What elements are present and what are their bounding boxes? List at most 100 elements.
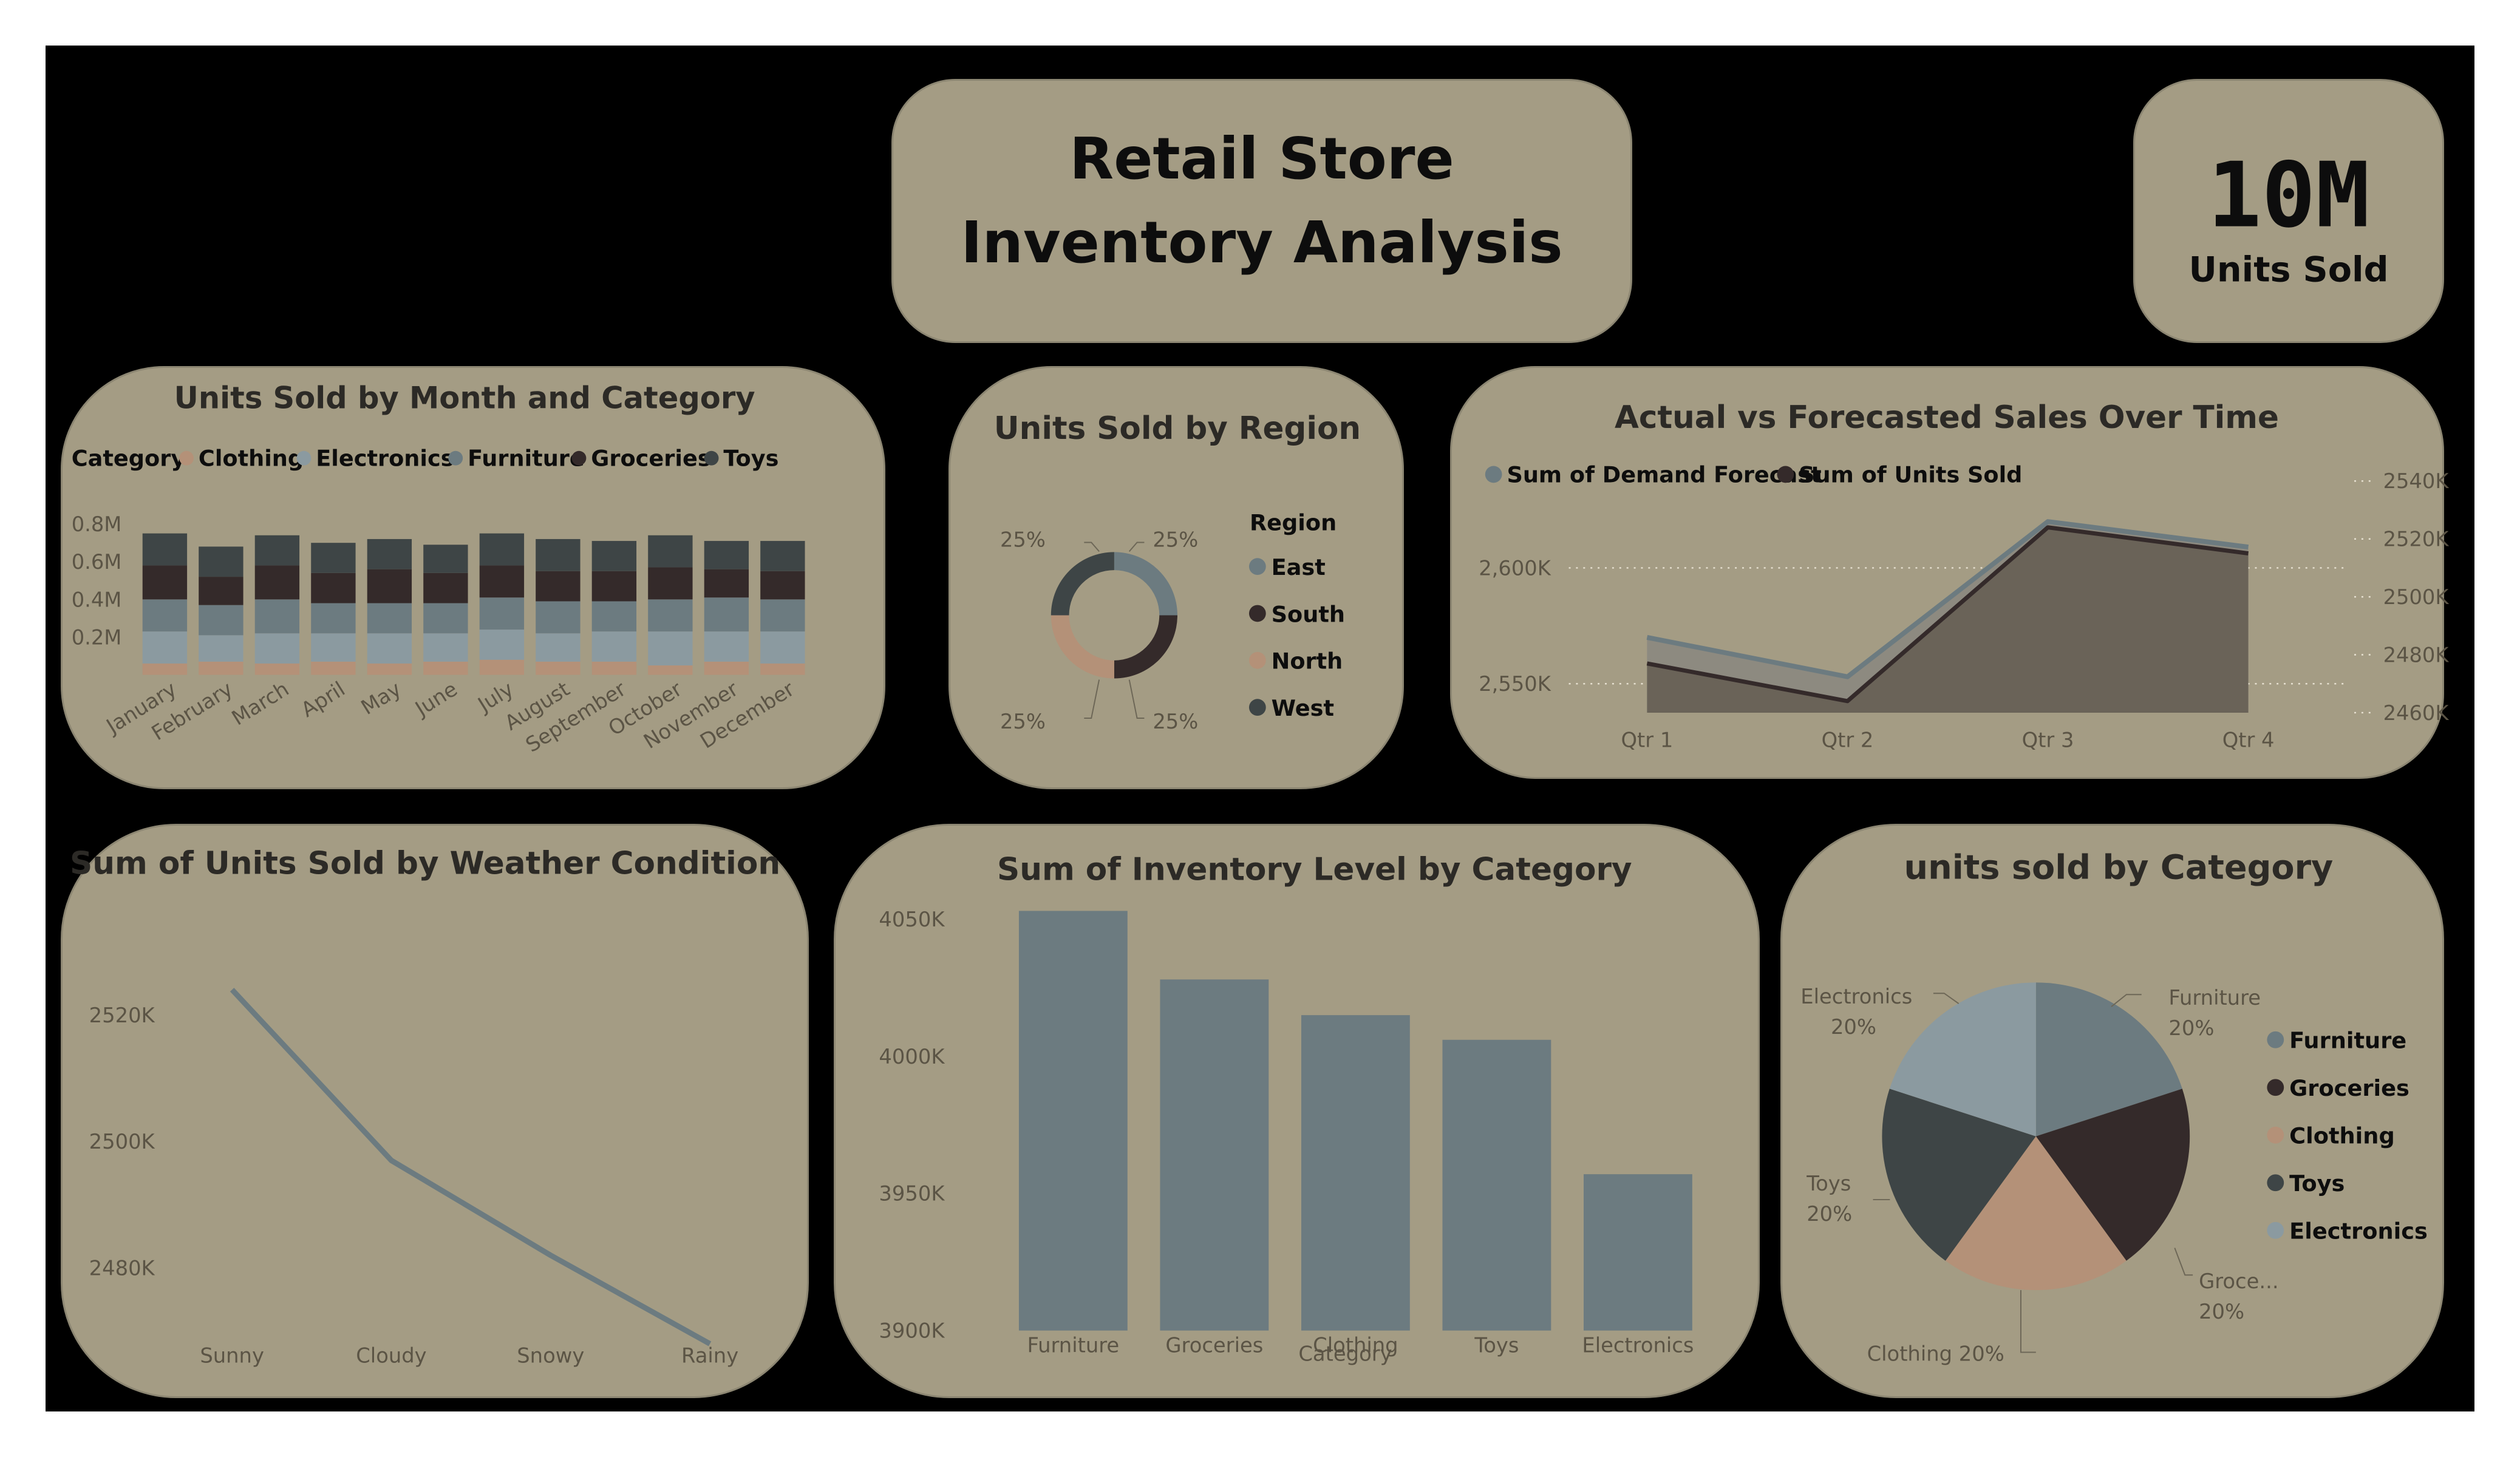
legend-label[interactable]: Sum of Demand Forecast: [1507, 461, 1821, 487]
bar-segment-electronics[interactable]: [479, 630, 525, 660]
donut-slice-east[interactable]: [1114, 552, 1177, 616]
donut-slice-north[interactable]: [1051, 615, 1114, 679]
donut-slice-south[interactable]: [1114, 615, 1177, 679]
bar-segment-groceries[interactable]: [536, 571, 581, 602]
bar-segment-groceries[interactable]: [199, 577, 243, 605]
bar-segment-toys[interactable]: [479, 533, 525, 566]
bar-segment-electronics[interactable]: [142, 631, 188, 664]
legend-swatch-east: [1248, 558, 1266, 576]
bar-segment-clothing[interactable]: [648, 665, 693, 675]
bar-segment-toys[interactable]: [704, 541, 749, 569]
legend-label-south[interactable]: South: [1272, 601, 1345, 627]
bar-segment-toys[interactable]: [591, 541, 637, 571]
legend-label-north[interactable]: North: [1272, 648, 1343, 674]
pie-slice-clothing[interactable]: [1945, 1136, 2127, 1291]
bar-segment-groceries[interactable]: [254, 565, 300, 600]
bar-segment-clothing[interactable]: [479, 659, 525, 675]
data-label: Furniture: [2168, 986, 2261, 1010]
bar-segment-furniture[interactable]: [142, 599, 188, 632]
bar-segment-furniture[interactable]: [311, 603, 356, 634]
bar-segment-groceries[interactable]: [648, 567, 693, 600]
bar-segment-furniture[interactable]: [648, 599, 693, 632]
bar-segment-electronics[interactable]: [254, 633, 300, 664]
bar-furniture[interactable]: [1018, 911, 1128, 1331]
bar-segment-furniture[interactable]: [536, 601, 581, 634]
bar-segment-clothing[interactable]: [536, 661, 581, 675]
bar-segment-electronics[interactable]: [199, 635, 243, 662]
bar-segment-toys[interactable]: [311, 543, 356, 573]
bar-segment-groceries[interactable]: [423, 572, 468, 603]
legend-label-groceries[interactable]: Groceries: [2289, 1075, 2409, 1101]
bar-segment-toys[interactable]: [199, 546, 243, 577]
pie-slice-electronics[interactable]: [1889, 982, 2036, 1136]
bar-segment-clothing[interactable]: [199, 661, 243, 675]
bar-segment-electronics[interactable]: [648, 631, 693, 666]
bar-segment-groceries[interactable]: [760, 571, 805, 600]
pie-slice-groceries[interactable]: [2035, 1089, 2190, 1261]
bar-segment-toys[interactable]: [648, 535, 693, 568]
bar-electronics[interactable]: [1583, 1174, 1692, 1331]
legend-label-electronics[interactable]: Electronics: [316, 446, 454, 472]
bar-segment-toys[interactable]: [142, 533, 188, 566]
bar-segment-groceries[interactable]: [311, 572, 356, 603]
bar-segment-groceries[interactable]: [479, 565, 525, 598]
donut-slice-west[interactable]: [1051, 552, 1114, 616]
bar-clothing[interactable]: [1301, 1015, 1410, 1331]
bar-segment-furniture[interactable]: [591, 601, 637, 632]
bar-segment-furniture[interactable]: [760, 599, 805, 632]
legend-label-furniture[interactable]: Furniture: [468, 446, 585, 472]
x-tick-label: June: [410, 677, 461, 721]
bar-groceries[interactable]: [1160, 979, 1269, 1331]
bar-segment-toys[interactable]: [760, 541, 805, 571]
bar-segment-electronics[interactable]: [367, 633, 412, 664]
bar-segment-electronics[interactable]: [311, 633, 356, 662]
month-category-card: Units Sold by Month and Category Categor…: [61, 366, 885, 789]
bar-segment-groceries[interactable]: [704, 569, 749, 598]
forecast-line[interactable]: [1646, 519, 2249, 679]
legend-label-groceries[interactable]: Groceries: [591, 446, 710, 472]
x-tick-label: Electronics: [1582, 1333, 1694, 1357]
legend-label[interactable]: Sum of Units Sold: [1799, 461, 2022, 487]
bar-segment-electronics[interactable]: [704, 631, 749, 662]
pie-slice-toys[interactable]: [1882, 1089, 2036, 1261]
bar-segment-clothing[interactable]: [367, 663, 412, 675]
bar-segment-toys[interactable]: [367, 538, 412, 569]
bar-segment-electronics[interactable]: [760, 631, 805, 664]
bar-segment-toys[interactable]: [536, 538, 581, 571]
bar-segment-furniture[interactable]: [254, 599, 300, 634]
bar-segment-clothing[interactable]: [591, 661, 637, 675]
bar-segment-groceries[interactable]: [367, 569, 412, 603]
legend-label-west[interactable]: West: [1272, 695, 1334, 721]
legend-swatch-clothing: [2267, 1126, 2284, 1144]
legend-label-east[interactable]: East: [1272, 554, 1326, 580]
bar-segment-clothing[interactable]: [311, 661, 356, 675]
bar-segment-furniture[interactable]: [704, 597, 749, 632]
bar-segment-furniture[interactable]: [423, 603, 468, 634]
bar-segment-furniture[interactable]: [479, 597, 525, 630]
bar-segment-toys[interactable]: [254, 535, 300, 566]
bar-segment-clothing[interactable]: [423, 661, 468, 675]
bar-segment-clothing[interactable]: [254, 663, 300, 675]
bar-segment-clothing[interactable]: [704, 661, 749, 675]
legend-label-toys[interactable]: Toys: [2289, 1170, 2345, 1197]
legend-label-electronics[interactable]: Electronics: [2289, 1218, 2428, 1245]
legend-label-toys[interactable]: Toys: [723, 446, 778, 472]
units-sold-line[interactable]: [1646, 525, 2249, 704]
bar-toys[interactable]: [1442, 1039, 1551, 1331]
units-sold-line[interactable]: [230, 988, 712, 1347]
bar-segment-furniture[interactable]: [199, 605, 243, 636]
bar-segment-toys[interactable]: [423, 545, 468, 573]
bar-segment-electronics[interactable]: [536, 633, 581, 662]
legend-label-clothing[interactable]: Clothing: [199, 446, 304, 472]
legend-label-furniture[interactable]: Furniture: [2289, 1028, 2406, 1054]
bar-segment-clothing[interactable]: [760, 663, 805, 675]
legend-label-clothing[interactable]: Clothing: [2289, 1123, 2395, 1149]
bar-segment-electronics[interactable]: [423, 633, 468, 662]
bar-segment-groceries[interactable]: [591, 571, 637, 602]
bar-segment-groceries[interactable]: [142, 565, 188, 600]
bar-segment-furniture[interactable]: [367, 603, 412, 634]
y-tick-label: 0.6M: [72, 550, 122, 574]
bar-segment-electronics[interactable]: [591, 631, 637, 662]
pie-slice-furniture[interactable]: [2035, 982, 2182, 1136]
bar-segment-clothing[interactable]: [142, 663, 188, 675]
